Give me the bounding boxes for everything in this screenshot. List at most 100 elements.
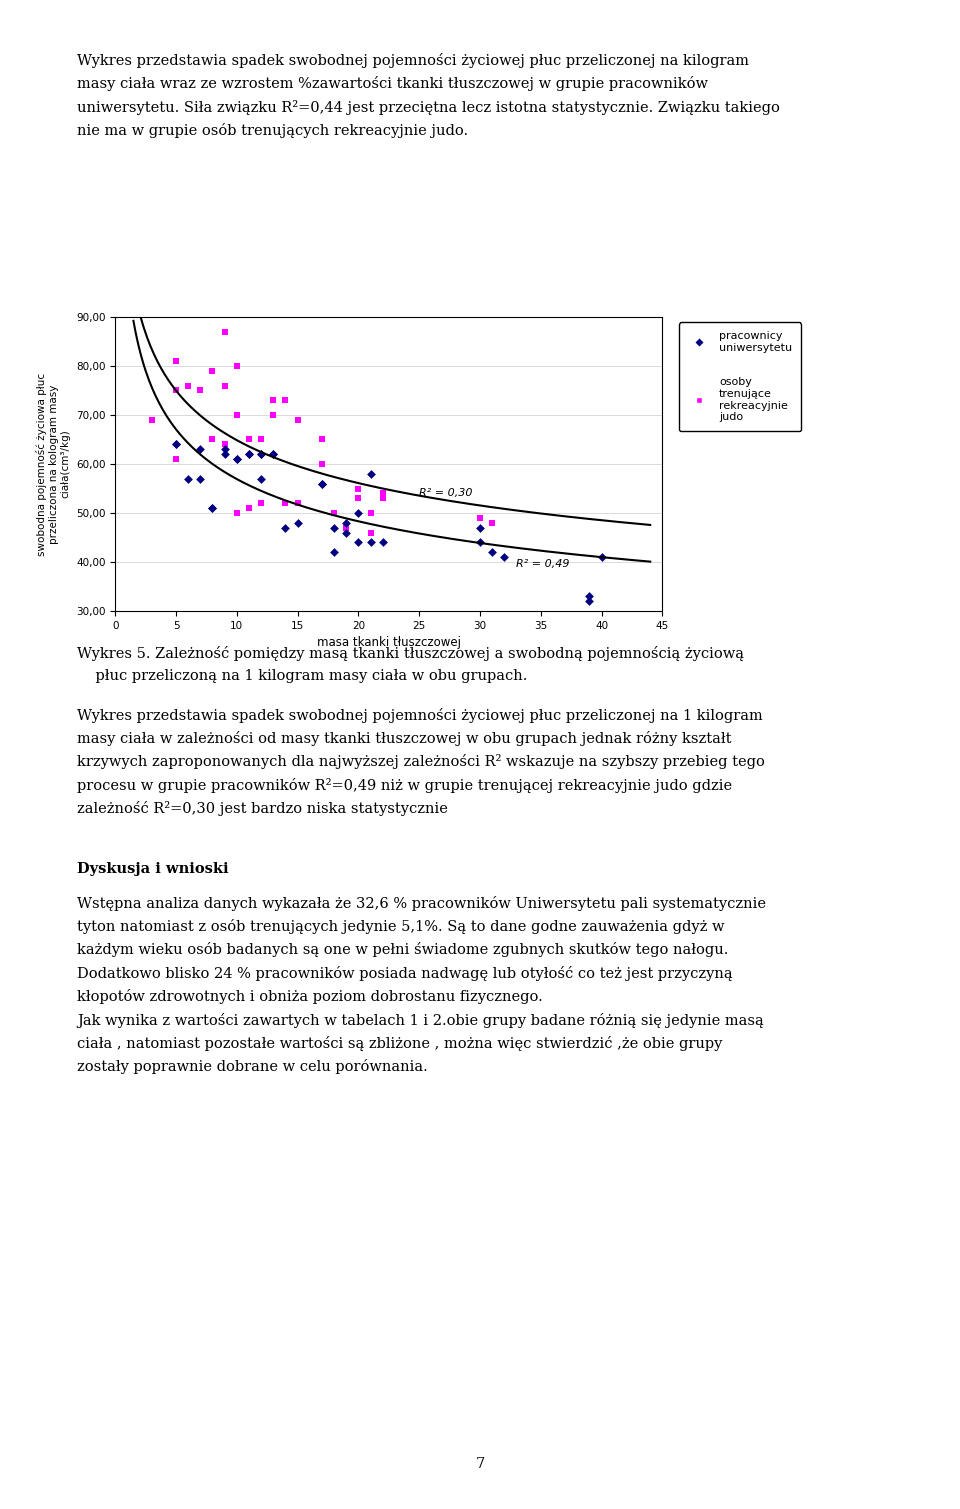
Point bbox=[168, 432, 183, 456]
Text: R² = 0,30: R² = 0,30 bbox=[420, 487, 472, 498]
Point bbox=[326, 516, 342, 540]
Point bbox=[266, 388, 281, 412]
Text: kłopotów zdrowotnych i obniża poziom dobrostanu fizycznego.: kłopotów zdrowotnych i obniża poziom dob… bbox=[77, 990, 542, 1003]
Point bbox=[204, 427, 220, 451]
Point bbox=[363, 462, 378, 486]
Text: Wstępna analiza danych wykazała że 32,6 % pracowników Uniwersytetu pali systemat: Wstępna analiza danych wykazała że 32,6 … bbox=[77, 895, 766, 910]
Point bbox=[241, 496, 256, 521]
Point bbox=[180, 466, 196, 490]
Point bbox=[375, 531, 391, 555]
Point bbox=[204, 496, 220, 521]
Text: krzywych zaproponowanych dla najwyższej zależności R² wskazuje na szybszy przebi: krzywych zaproponowanych dla najwyższej … bbox=[77, 754, 765, 770]
Point bbox=[241, 442, 256, 466]
Point bbox=[594, 545, 610, 569]
Point bbox=[314, 472, 329, 496]
Point bbox=[290, 492, 305, 516]
Point bbox=[217, 438, 232, 462]
Point bbox=[290, 510, 305, 536]
Point bbox=[168, 447, 183, 471]
Text: 7: 7 bbox=[475, 1458, 485, 1471]
Point bbox=[472, 506, 488, 530]
Point bbox=[266, 403, 281, 427]
Point bbox=[277, 492, 293, 516]
Point bbox=[375, 481, 391, 506]
Point bbox=[241, 442, 256, 466]
Text: masy ciała w zależności od masy tkanki tłuszczowej w obu grupach jednak różny ks: masy ciała w zależności od masy tkanki t… bbox=[77, 730, 732, 745]
Text: płuc przeliczoną na 1 kilogram masy ciała w obu grupach.: płuc przeliczoną na 1 kilogram masy ciał… bbox=[77, 670, 527, 684]
Point bbox=[217, 432, 232, 456]
Point bbox=[326, 540, 342, 564]
Text: Jak wynika z wartości zawartych w tabelach 1 i 2.obie grupy badane różnią się je: Jak wynika z wartości zawartych w tabela… bbox=[77, 1013, 763, 1028]
Point bbox=[217, 320, 232, 344]
Point bbox=[314, 472, 329, 496]
Point bbox=[350, 486, 366, 510]
Point bbox=[485, 540, 500, 564]
Point bbox=[339, 516, 354, 540]
Text: uniwersytetu. Siła związku R²=0,44 jest przeciętna lecz istotna statystycznie. Z: uniwersytetu. Siła związku R²=0,44 jest … bbox=[77, 100, 780, 115]
Point bbox=[363, 531, 378, 555]
Point bbox=[485, 510, 500, 536]
Text: ciała , natomiast pozostałe wartości są zbliżone , można więc stwierdzić ,że obi: ciała , natomiast pozostałe wartości są … bbox=[77, 1037, 722, 1050]
Point bbox=[582, 590, 597, 614]
Point bbox=[582, 584, 597, 608]
Point bbox=[350, 501, 366, 525]
Point bbox=[472, 516, 488, 540]
Point bbox=[253, 492, 269, 516]
Point bbox=[144, 407, 159, 432]
Point bbox=[266, 442, 281, 466]
Point bbox=[229, 353, 245, 377]
Point bbox=[363, 521, 378, 545]
Text: R² = 0,49: R² = 0,49 bbox=[516, 558, 570, 569]
Point bbox=[241, 427, 256, 451]
Y-axis label: swobodna pojemność życiowa płuc
przeliczona na kologram masy
ciała(cm³/kg): swobodna pojemność życiowa płuc przelicz… bbox=[36, 373, 70, 555]
Text: nie ma w grupie osób trenujących rekreacyjnie judo.: nie ma w grupie osób trenujących rekreac… bbox=[77, 122, 468, 137]
Point bbox=[363, 501, 378, 525]
Text: masy ciała wraz ze wzrostem %zawartości tkanki tłuszczowej w grupie pracowników: masy ciała wraz ze wzrostem %zawartości … bbox=[77, 75, 708, 91]
Text: procesu w grupie pracowników R²=0,49 niż w grupie trenującej rekreacyjnie judo g: procesu w grupie pracowników R²=0,49 niż… bbox=[77, 777, 732, 792]
Text: tyton natomiast z osób trenujących jedynie 5,1%. Są to dane godne zauważenia gdy: tyton natomiast z osób trenujących jedyn… bbox=[77, 919, 724, 934]
Point bbox=[314, 453, 329, 477]
Point bbox=[290, 407, 305, 432]
Point bbox=[204, 359, 220, 383]
Legend: pracownicy
uniwersytetu, osoby
trenujące
rekreacyjnie
judo: pracownicy uniwersytetu, osoby trenujące… bbox=[679, 323, 801, 432]
Point bbox=[266, 442, 281, 466]
Point bbox=[229, 447, 245, 471]
Point bbox=[168, 349, 183, 373]
Text: Dodatkowo blisko 24 % pracowników posiada nadwagę lub otyłość co też jest przycz: Dodatkowo blisko 24 % pracowników posiad… bbox=[77, 966, 732, 981]
Point bbox=[229, 403, 245, 427]
Text: Wykres 5. Zależność pomiędzy masą tkanki tłuszczowej a swobodną pojemnością życi: Wykres 5. Zależność pomiędzy masą tkanki… bbox=[77, 646, 744, 661]
Point bbox=[253, 442, 269, 466]
Point bbox=[168, 432, 183, 456]
Text: Dyskusja i wnioski: Dyskusja i wnioski bbox=[77, 862, 228, 877]
Point bbox=[253, 466, 269, 490]
Text: Wykres przedstawia spadek swobodnej pojemności życiowej płuc przeliczonej na kil: Wykres przedstawia spadek swobodnej poje… bbox=[77, 53, 749, 68]
Point bbox=[314, 427, 329, 451]
Point bbox=[229, 447, 245, 471]
Text: zależność R²=0,30 jest bardzo niska statystycznie: zależność R²=0,30 jest bardzo niska stat… bbox=[77, 801, 447, 816]
Point bbox=[339, 521, 354, 545]
Point bbox=[217, 374, 232, 398]
Point bbox=[350, 477, 366, 501]
Point bbox=[193, 438, 208, 462]
Text: Wykres przedstawia spadek swobodnej pojemności życiowej płuc przeliczonej na 1 k: Wykres przedstawia spadek swobodnej poje… bbox=[77, 708, 762, 723]
Point bbox=[193, 466, 208, 490]
Point bbox=[217, 442, 232, 466]
Point bbox=[339, 510, 354, 536]
Text: każdym wieku osób badanych są one w pełni świadome zgubnych skutków tego nałogu.: każdym wieku osób badanych są one w pełn… bbox=[77, 942, 729, 957]
Point bbox=[204, 496, 220, 521]
Point bbox=[168, 379, 183, 403]
Point bbox=[277, 388, 293, 412]
X-axis label: masa tkanki tłuszczowej: masa tkanki tłuszczowej bbox=[317, 637, 461, 649]
Point bbox=[350, 531, 366, 555]
Point bbox=[375, 486, 391, 510]
Text: zostały poprawnie dobrane w celu porównania.: zostały poprawnie dobrane w celu porówna… bbox=[77, 1059, 427, 1074]
Point bbox=[193, 379, 208, 403]
Point bbox=[180, 374, 196, 398]
Point bbox=[277, 516, 293, 540]
Point bbox=[253, 442, 269, 466]
Point bbox=[496, 545, 512, 569]
Point bbox=[253, 427, 269, 451]
Point bbox=[229, 501, 245, 525]
Point bbox=[472, 531, 488, 555]
Point bbox=[326, 501, 342, 525]
